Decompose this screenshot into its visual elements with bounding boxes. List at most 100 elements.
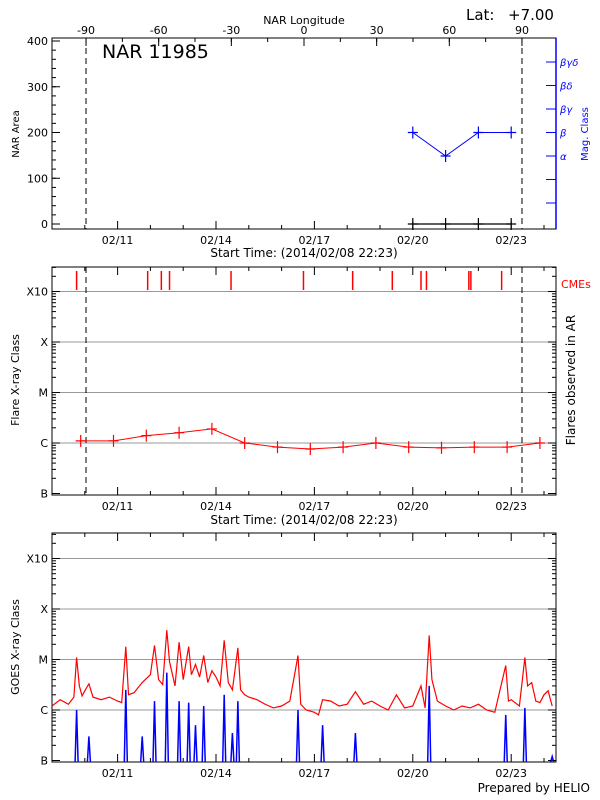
goes-short-channel-spike	[230, 732, 235, 763]
y-tick-label: 0	[41, 218, 48, 231]
y-tick-label: C	[40, 437, 48, 450]
panel2-frame	[51, 266, 557, 496]
goes-xray-panel: B C M X X10 02/11 02/14 02/17 02/20 02/23	[26, 532, 557, 780]
goes-short-channel-spike	[139, 736, 145, 763]
goes-short-channel-spike	[201, 705, 206, 763]
y-tick-label: M	[39, 387, 49, 400]
flare-point	[370, 437, 381, 449]
longitude-tick-label: 0	[301, 24, 308, 37]
panel1-title: NAR 11985	[102, 41, 209, 63]
goes-short-channel-spike	[164, 672, 170, 763]
y-tick-label: 100	[27, 172, 48, 185]
x-tick-label: 02/23	[495, 500, 527, 513]
mag-class-point	[440, 150, 451, 162]
flare-point	[75, 434, 86, 447]
x-tick-label: 02/14	[200, 767, 232, 780]
x-tick-label: 02/23	[495, 767, 527, 780]
x-tick-label: 02/17	[299, 234, 331, 247]
y-tick-label: X	[40, 336, 48, 349]
longitude-tick-label: -60	[150, 24, 168, 37]
mag-class-label: βγδ	[559, 58, 578, 69]
mag-class-label: βγ	[559, 105, 573, 116]
flare-point	[108, 434, 119, 447]
panel2-xlabel: Start Time: (2014/02/08 22:23)	[210, 513, 397, 527]
lat-value: +7.00	[508, 6, 554, 24]
goes-short-channel-spike	[152, 701, 157, 763]
flare-point	[305, 443, 316, 456]
y-tick-label: X10	[26, 286, 48, 299]
goes-short-channel-spike	[426, 685, 432, 763]
goes-short-channel-spike	[186, 702, 191, 763]
x-tick-label: 02/23	[495, 234, 527, 247]
goes-long-channel-line	[51, 630, 553, 716]
goes-short-channel-spike	[235, 701, 241, 763]
flare-point	[239, 437, 250, 449]
x-tick-label: 02/11	[102, 767, 134, 780]
flare-point	[502, 441, 513, 454]
flare-point	[403, 441, 414, 454]
nar-area-point	[407, 218, 418, 230]
goes-short-channel-spike	[353, 732, 358, 763]
y-tick-label: B	[40, 755, 48, 768]
mag-class-line	[412, 132, 512, 157]
y-tick-label: 400	[27, 35, 48, 48]
goes-short-channel-spike	[320, 725, 325, 763]
flare-class-panel: B C M X X10 02/11 02/14 02/17 02/20 02/23	[26, 266, 557, 513]
goes-short-channel-spike	[522, 707, 528, 763]
panel3-ylabel: GOES X-ray Class	[9, 599, 22, 695]
goes-short-channel-spike	[295, 709, 301, 763]
mag-class-point	[506, 126, 517, 139]
panel1-y2label: Mag. Class	[580, 107, 591, 161]
flare-point	[141, 429, 152, 442]
longitude-tick-label: 30	[370, 24, 384, 37]
x-tick-label: 02/14	[200, 500, 232, 513]
x-tick-label: 02/14	[200, 234, 232, 247]
nar-area-point	[440, 218, 451, 230]
mag-class-point	[473, 126, 484, 139]
panel3-frame	[51, 532, 557, 763]
top-axis-label: NAR Longitude	[263, 14, 345, 27]
x-tick-label: 02/20	[397, 234, 429, 247]
flare-point	[436, 441, 447, 454]
cme-label: CMEs	[561, 278, 591, 291]
x-tick-label: 02/11	[102, 234, 134, 247]
goes-short-channel-spike	[549, 753, 555, 763]
nar-area-point	[473, 218, 484, 230]
goes-short-channel-spike	[221, 694, 227, 763]
y-tick-label: C	[40, 704, 48, 717]
y-tick-label: 200	[27, 127, 48, 140]
lat-label: Lat:	[466, 6, 494, 24]
longitude-tick-label: 60	[442, 24, 456, 37]
flare-point	[206, 422, 217, 435]
flare-point	[174, 426, 185, 439]
panel1-frame	[51, 37, 557, 230]
goes-short-channel-spike	[176, 701, 182, 763]
panel2-y2label: Flares observed in AR	[564, 315, 578, 445]
x-tick-label: 02/20	[397, 767, 429, 780]
mag-class-label: α	[560, 152, 567, 163]
nar-area-panel: 0 100 200 300 400 -90 -60 -30 0 30 60 90 02/11 02/14 0…	[27, 24, 578, 247]
longitude-tick-label: 90	[515, 24, 529, 37]
mag-class-label: β	[559, 129, 567, 140]
y-tick-label: 300	[27, 81, 48, 94]
x-tick-label: 02/20	[397, 500, 429, 513]
x-tick-label: 02/11	[102, 500, 134, 513]
goes-short-channel-spike	[123, 689, 129, 763]
flare-point	[534, 437, 545, 449]
flare-point	[338, 441, 349, 454]
flare-point	[272, 441, 283, 454]
goes-short-channel-spike	[193, 725, 198, 763]
x-tick-label: 02/17	[299, 767, 331, 780]
mag-class-label: βδ	[559, 82, 573, 93]
panel1-ylabel: NAR Area	[11, 110, 22, 157]
x-tick-label: 02/17	[299, 500, 331, 513]
prepared-by-footer: Prepared by HELIO	[478, 781, 590, 795]
nar-area-point	[506, 218, 517, 230]
flare-point	[469, 441, 480, 454]
panel2-ylabel: Flare X-ray Class	[9, 334, 22, 426]
y-tick-label: M	[39, 654, 49, 667]
y-tick-label: X10	[26, 553, 48, 566]
goes-short-channel-spike	[86, 736, 92, 763]
goes-short-channel-spike	[503, 714, 508, 763]
